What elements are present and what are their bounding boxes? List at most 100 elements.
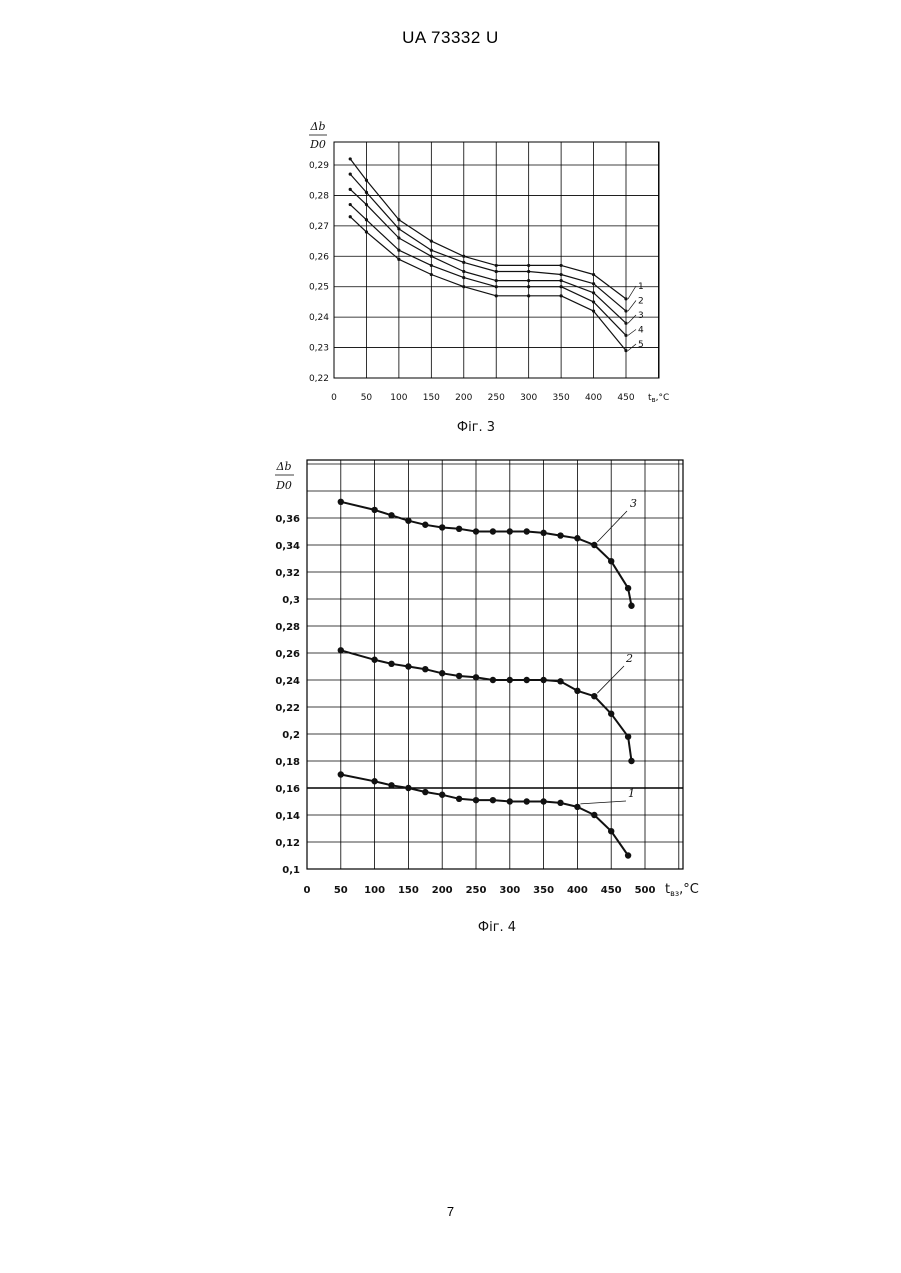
fig3-series-1-point xyxy=(462,255,465,258)
fig4-series-2-point xyxy=(574,688,580,694)
fig4-series-2-point xyxy=(628,758,634,764)
fig4-x-tick-label: 300 xyxy=(499,885,520,896)
fig4-series-2-point xyxy=(557,678,563,684)
fig4-series-1-point xyxy=(540,798,546,804)
fig3-series-4-point xyxy=(397,249,400,252)
fig3-series-5-line xyxy=(350,217,626,351)
fig3-series-1-point xyxy=(527,264,530,267)
fig3-series-1-point xyxy=(349,157,352,160)
fig3-series-1-point xyxy=(430,239,433,242)
fig4-x-tick-label: 450 xyxy=(601,885,622,896)
fig3-y-tick-label: 0,22 xyxy=(309,374,329,384)
fig3-series-4-point xyxy=(560,285,563,288)
fig4-series-2-point xyxy=(338,647,344,653)
fig4-series-3-point xyxy=(628,603,634,609)
fig3-series-4-point xyxy=(365,218,368,221)
fig4-y-tick-label: 0,12 xyxy=(275,838,300,849)
fig4-y-tick-label: 0,32 xyxy=(275,568,300,579)
fig3-series-3-point xyxy=(624,322,627,325)
fig3-series-4-point xyxy=(349,203,352,206)
fig4-y-tick-label: 0,26 xyxy=(275,649,300,660)
fig4-series-1-point xyxy=(557,800,563,806)
fig3-series-1-point xyxy=(624,297,627,300)
fig3-series-1-point xyxy=(397,218,400,221)
fig4-series-2-point xyxy=(608,711,614,717)
fig4-series-3-point xyxy=(574,535,580,541)
fig3-y-tick-label: 0,28 xyxy=(309,191,329,201)
fig3-x-tick-label: 450 xyxy=(617,393,634,403)
fig3-series-5-point xyxy=(592,309,595,312)
fig3-series-1-label: 1 xyxy=(638,282,644,292)
fig4-y-label-denominator: D0 xyxy=(275,479,292,492)
fig3-y-tick-label: 0,25 xyxy=(309,283,329,293)
fig4-series-3-point xyxy=(456,526,462,532)
fig3-series-2-point xyxy=(365,191,368,194)
fig4-series-2-point xyxy=(507,677,513,683)
fig3-series-4-point xyxy=(495,285,498,288)
fig3-series-1-leader xyxy=(628,286,636,299)
fig4-x-label: tвз,°C xyxy=(665,882,699,898)
fig3-series-5-label: 5 xyxy=(638,340,644,350)
fig4-x-tick-label: 100 xyxy=(364,885,385,896)
fig4-series-3-point xyxy=(422,522,428,528)
fig4-series-2-point xyxy=(473,674,479,680)
fig4-series-3-point xyxy=(490,528,496,534)
fig4-x-tick-label: 150 xyxy=(398,885,419,896)
fig3-series-2-point xyxy=(592,282,595,285)
fig4-x-tick-label: 250 xyxy=(466,885,487,896)
fig3-series-2-label: 2 xyxy=(638,297,644,307)
fig4-y-tick-label: 0,2 xyxy=(282,730,300,741)
fig4-series-3-line xyxy=(341,502,632,606)
fig4-series-1-point xyxy=(591,812,597,818)
fig4-x-tick-label: 200 xyxy=(432,885,453,896)
fig4-series-3-point xyxy=(540,530,546,536)
fig4-series-1-label: 1 xyxy=(628,787,635,800)
fig4-series-3-point xyxy=(557,532,563,538)
fig4-series-2-point xyxy=(591,693,597,699)
fig4-series-3-point xyxy=(625,585,631,591)
fig4-series-1-point xyxy=(422,789,428,795)
fig3-x-tick-label: 150 xyxy=(423,393,440,403)
fig3-series-4-leader xyxy=(628,330,636,336)
fig3-x-label: tв,°C xyxy=(648,393,669,404)
fig4-series-2-point xyxy=(405,663,411,669)
fig4-series-2-point xyxy=(388,661,394,667)
fig4-series-2-point xyxy=(625,734,631,740)
fig4-x-tick-label: 350 xyxy=(533,885,554,896)
fig4-x-tick-label: 500 xyxy=(635,885,656,896)
fig4-series-3-point xyxy=(338,499,344,505)
fig3-y-tick-label: 0,29 xyxy=(309,161,329,171)
fig3-series-2-leader xyxy=(628,301,636,312)
fig4-y-tick-label: 0,28 xyxy=(275,622,300,633)
fig4-y-tick-label: 0,34 xyxy=(275,541,300,552)
fig4-y-tick-label: 0,3 xyxy=(282,595,300,606)
fig3-series-2-point xyxy=(495,270,498,273)
fig3-y-label-numerator: Δb xyxy=(310,120,326,133)
fig4-series-3-point xyxy=(608,558,614,564)
fig4-x-tick-label: 0 xyxy=(304,885,311,896)
fig3-y-tick-label: 0,24 xyxy=(309,313,329,323)
fig3-series-3-label: 3 xyxy=(638,311,644,321)
fig3-x-tick-label: 300 xyxy=(520,393,537,403)
fig3-x-tick-label: 400 xyxy=(585,393,602,403)
fig4-caption: Фіг. 4 xyxy=(478,920,516,935)
fig3-series-5-point xyxy=(495,294,498,297)
fig3-series-5-point xyxy=(397,258,400,261)
fig3-series-4-point xyxy=(624,334,627,337)
fig3-series-3-point xyxy=(430,255,433,258)
fig4-series-3-point xyxy=(524,528,530,534)
fig3-series-5-point xyxy=(349,215,352,218)
fig3-series-3-point xyxy=(527,279,530,282)
fig3-series-1-point xyxy=(560,264,563,267)
fig3-series-5-point xyxy=(462,285,465,288)
fig4-y-tick-label: 0,1 xyxy=(282,865,300,876)
fig3-series-4-line xyxy=(350,205,626,336)
fig4-series-1-point xyxy=(608,828,614,834)
fig4-series-1-leader xyxy=(580,801,626,804)
fig4-series-3-leader xyxy=(597,511,627,542)
fig4-series-1-point xyxy=(439,792,445,798)
fig4-series-2-point xyxy=(524,677,530,683)
fig4-series-1-point xyxy=(371,778,377,784)
fig4-y-tick-label: 0,14 xyxy=(275,811,300,822)
